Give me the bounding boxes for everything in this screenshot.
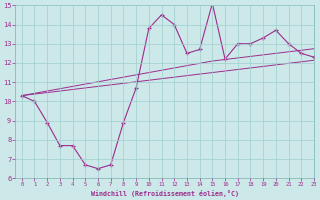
- X-axis label: Windchill (Refroidissement éolien,°C): Windchill (Refroidissement éolien,°C): [91, 190, 239, 197]
